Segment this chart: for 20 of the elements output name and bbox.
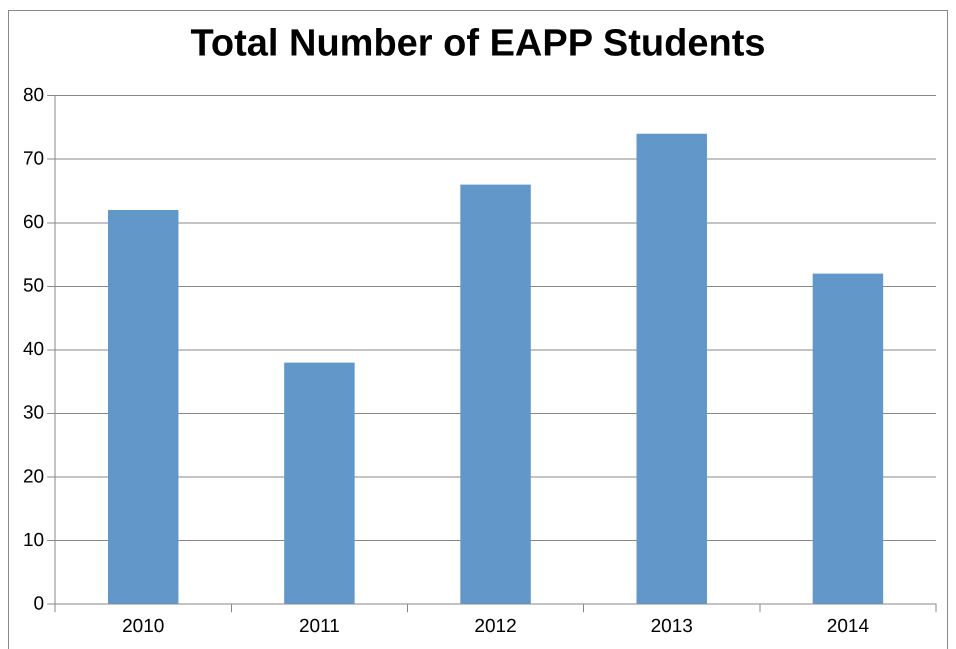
- x-tick-label: 2011: [298, 616, 340, 637]
- y-tick-label: 70: [22, 148, 44, 170]
- bar: [812, 274, 884, 604]
- chart-title: Total Number of EAPP Students: [190, 22, 766, 64]
- bar: [284, 362, 355, 604]
- y-tick-label: 0: [34, 593, 44, 614]
- y-tick-label: 40: [22, 339, 44, 360]
- x-tick-label: 2013: [650, 616, 693, 637]
- y-tick-label: 10: [22, 530, 44, 551]
- y-tick-label: 20: [22, 466, 44, 488]
- y-tick-label: 80: [22, 84, 44, 106]
- y-tick-label: 30: [22, 402, 44, 424]
- y-tick-label: 60: [22, 212, 44, 233]
- bar: [460, 184, 531, 604]
- bar: [108, 210, 178, 604]
- x-tick-label: 2012: [474, 616, 517, 637]
- bar: [636, 134, 707, 604]
- y-tick-label: 50: [22, 276, 44, 297]
- x-tick-label: 2010: [122, 616, 164, 637]
- x-tick-label: 2014: [826, 616, 870, 637]
